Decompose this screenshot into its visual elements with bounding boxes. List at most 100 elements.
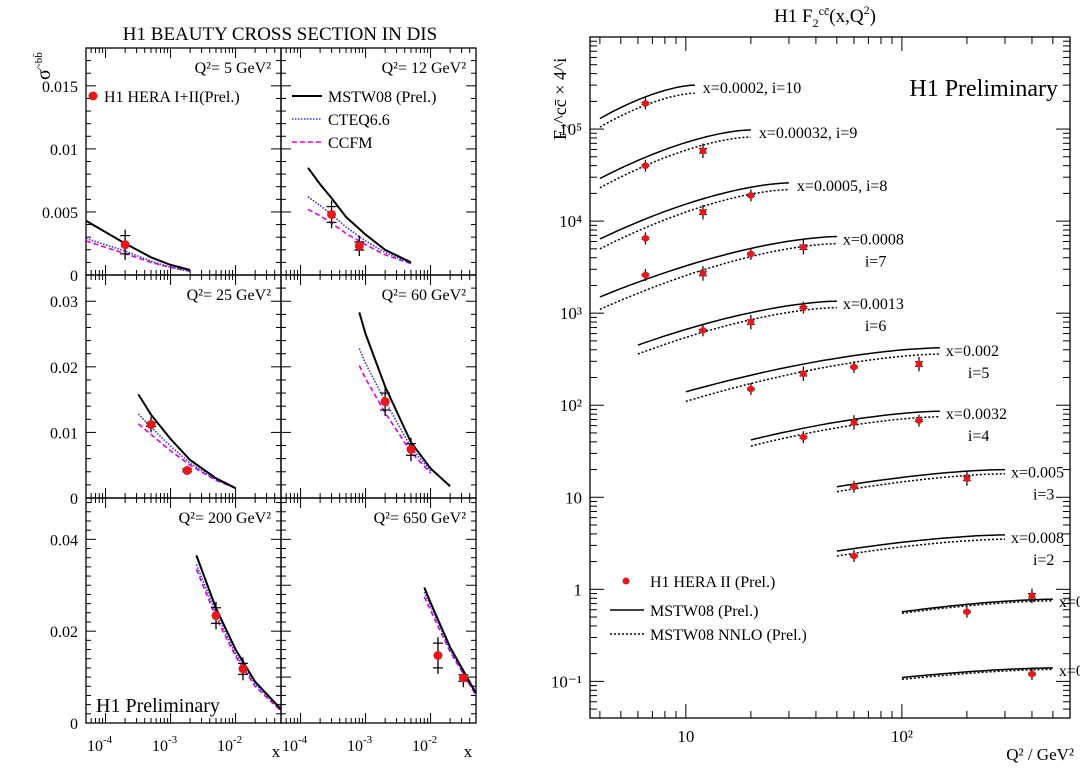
bin-label: i=4 <box>968 428 989 445</box>
data-point <box>700 270 707 277</box>
y-tick-label: 0.02 <box>50 360 78 377</box>
y-tick-label: 0.01 <box>50 425 78 442</box>
y-tick-label: 0.02 <box>50 624 78 641</box>
y-tick-label: 0.03 <box>50 294 78 311</box>
x-tick-base: 10 <box>87 738 103 755</box>
nnlo-curve <box>686 354 940 401</box>
bin-label: x=0.02 <box>1059 663 1080 680</box>
bin-group: x=0.0032i=4 <box>751 406 1007 446</box>
data-point <box>916 417 923 424</box>
x-tick-label: 10-2 <box>217 734 242 755</box>
legend2-nnlo-label: MSTW08 NNLO (Prel.) <box>650 627 807 644</box>
legend-data-marker <box>89 92 98 101</box>
bin-group: x=0.0002, i=10 <box>600 80 801 127</box>
y-tick-label: 10⁵ <box>559 120 582 139</box>
nnlo-curve <box>638 308 837 354</box>
data-point <box>747 192 754 199</box>
bin-label: x=0.0005, i=8 <box>797 178 888 195</box>
bin-label: x=0.0008 <box>843 232 904 249</box>
panel-label: Q²= 25 GeV² <box>187 287 272 304</box>
data-point <box>459 674 468 683</box>
left-chart-panels: 0 0.005 0.01 0.015 Q²= 5 GeV² Q²= 12 GeV² 0 0.0… <box>42 48 476 755</box>
left-x-axis-label-2: x <box>464 742 473 761</box>
data-point <box>851 364 858 371</box>
mstw-curve <box>196 555 281 709</box>
panel: 00.010.020.03 Q²= 25 GeV² <box>50 275 281 508</box>
x-tick-label: 10-2 <box>412 734 437 755</box>
data-point <box>642 100 649 107</box>
x-tick-base: 10 <box>347 738 363 755</box>
data-point <box>747 319 754 326</box>
x-tick-base: 10 <box>282 738 298 755</box>
bin-label: x=0.00032, i=9 <box>759 125 858 142</box>
left-x-axis-label-1: x <box>272 742 281 761</box>
data-point <box>183 466 192 475</box>
bin-label: i=5 <box>968 365 989 382</box>
x-tick-sup: -2 <box>233 734 242 746</box>
panel: Q²= 60 GeV² <box>281 275 476 498</box>
x-tick-sup: -3 <box>168 734 178 746</box>
nnlo-curve <box>600 190 789 249</box>
right-title: H1 F2cc̄(x,Q2) <box>774 3 876 30</box>
panel-frame <box>86 48 281 275</box>
right-title-main: H1 F <box>774 6 813 27</box>
data-point <box>747 251 754 258</box>
panel-label: Q²= 12 GeV² <box>382 60 467 77</box>
bin-group: x=0.005 i=3 <box>837 465 1064 504</box>
y-tick-label: 0.01 <box>50 142 78 159</box>
legend-data-label: H1 HERA I+II(Prel.) <box>104 89 240 106</box>
x-tick-sup: -4 <box>298 734 308 746</box>
left-y-axis-sup: ~bb̄ <box>33 52 45 69</box>
right-title-sup: cc̄ <box>819 4 830 18</box>
bin-label: x=0.013 <box>1059 594 1080 611</box>
data-point <box>700 147 707 154</box>
bin-label: i=2 <box>1033 552 1054 569</box>
panel-frame <box>86 275 281 498</box>
data-point <box>851 419 858 426</box>
bin-label: i=3 <box>1033 487 1054 504</box>
x-tick-label: 10² <box>891 727 913 746</box>
x-tick-sup: -2 <box>428 734 437 746</box>
nnlo-curve <box>600 244 837 310</box>
bin-label: i=7 <box>865 254 886 271</box>
mstw-curve <box>751 411 940 440</box>
y-tick-label: 0 <box>70 716 78 733</box>
mstw-curve <box>686 348 940 392</box>
panel-label: Q²= 650 GeV² <box>374 510 467 527</box>
left-title: H1 BEAUTY CROSS SECTION IN DIS <box>123 24 437 45</box>
data-point <box>1029 671 1036 678</box>
data-point <box>433 651 442 660</box>
panel-label: Q²= 60 GeV² <box>382 287 467 304</box>
panel-frame <box>86 498 281 723</box>
x-tick-label: 10 <box>677 727 694 746</box>
x-tick-base: 10 <box>412 738 428 755</box>
y-tick-label: 10⁴ <box>559 212 582 231</box>
right-x-axis-label: Q² / GeV² <box>1006 745 1074 764</box>
x-tick-sup: -3 <box>363 734 373 746</box>
bin-group: x=0.008 i=2 <box>837 530 1064 569</box>
x-tick-base: 10 <box>152 738 168 755</box>
legend2-data-marker <box>623 578 630 585</box>
legend2-data-label: H1 HERA II (Prel.) <box>650 574 775 591</box>
x-tick-label: 10-3 <box>347 734 373 755</box>
legend-mstw-label: MSTW08 (Prel.) <box>328 89 436 106</box>
legend2-mstw-label: MSTW08 (Prel.) <box>650 603 758 620</box>
mstw-curve <box>600 183 789 239</box>
data-point <box>355 241 364 250</box>
x-tick-label: 10-4 <box>282 734 308 755</box>
x-tick-sup: -4 <box>103 734 113 746</box>
y-tick-label: 0.015 <box>42 79 78 96</box>
bin-label: x=0.0013 <box>843 296 904 313</box>
y-tick-label: 0.04 <box>50 532 78 549</box>
bin-group: x=0.0013 i=6 <box>638 296 904 354</box>
data-point <box>327 210 336 219</box>
right-preliminary: H1 Preliminary <box>909 76 1058 102</box>
data-point <box>800 304 807 311</box>
data-point <box>642 272 649 279</box>
y-tick-label: 10⁻¹ <box>551 672 582 691</box>
data-point <box>642 235 649 242</box>
data-point <box>800 370 807 377</box>
mstw-curve <box>600 130 751 179</box>
data-point <box>147 420 156 429</box>
